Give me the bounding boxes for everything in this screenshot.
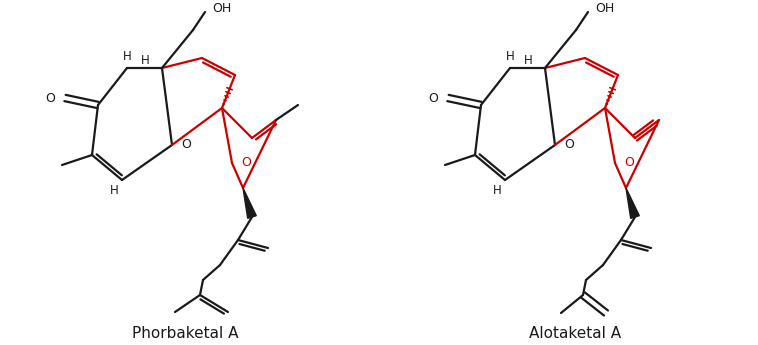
Text: H: H (141, 53, 150, 67)
Polygon shape (626, 188, 639, 218)
Text: O: O (45, 91, 55, 105)
Text: O: O (428, 91, 438, 105)
Text: Phorbaketal A: Phorbaketal A (132, 325, 238, 341)
Text: H: H (506, 50, 515, 63)
Text: O: O (181, 138, 191, 151)
Text: H: H (123, 50, 131, 63)
Text: H: H (493, 185, 501, 197)
Text: OH: OH (595, 2, 614, 16)
Text: OH: OH (212, 2, 231, 16)
Text: O: O (241, 157, 251, 169)
Text: H: H (525, 53, 533, 67)
Text: Alotaketal A: Alotaketal A (529, 325, 621, 341)
Text: O: O (624, 157, 634, 169)
Text: O: O (564, 138, 574, 151)
Text: H: H (110, 185, 118, 197)
Polygon shape (243, 188, 256, 218)
